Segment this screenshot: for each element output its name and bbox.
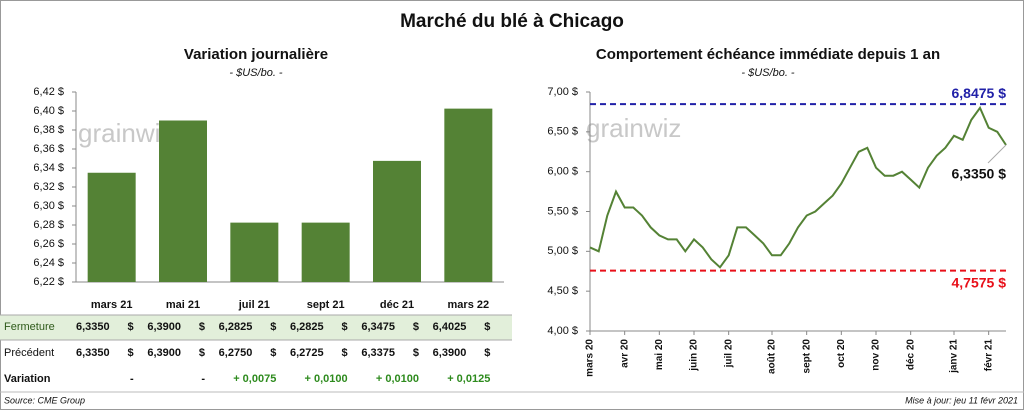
x-tick-label: mai 20 (654, 339, 665, 371)
y-tick-label: 5,50 $ (547, 205, 578, 217)
table-cell: 6,3900 (147, 321, 181, 333)
y-tick-label: 6,50 $ (547, 126, 578, 138)
table-unit: $ (342, 347, 348, 359)
table-unit: $ (484, 321, 490, 333)
x-tick-label: mars 20 (585, 339, 596, 377)
x-tick-label: sept 20 (801, 339, 812, 374)
table-cell: 6,3350 (76, 347, 110, 359)
x-tick-label: juin 20 (689, 339, 700, 372)
y-tick-label: 6,26 $ (33, 238, 64, 250)
chart-subtitle: - $US/bo. - (741, 67, 795, 79)
chart-title: Variation journalière (184, 46, 328, 63)
annotation-label: 6,3350 $ (952, 166, 1007, 182)
annotation-leader (987, 144, 1007, 164)
x-tick-label: oct 20 (836, 339, 847, 368)
x-tick-label: mars 21 (91, 299, 133, 311)
y-tick-label: 5,00 $ (547, 245, 578, 257)
table-unit: $ (270, 347, 276, 359)
x-tick-label: janv 21 (949, 339, 960, 374)
page-title: Marché du blé à Chicago (400, 11, 624, 32)
y-tick-label: 6,40 $ (33, 105, 64, 117)
table-cell: 6,4025 (433, 321, 467, 333)
reference-label: 4,7575 $ (952, 274, 1007, 290)
y-tick-label: 6,30 $ (33, 200, 64, 212)
y-tick-label: 6,36 $ (33, 143, 64, 155)
table-unit: $ (128, 347, 134, 359)
table-unit: $ (342, 321, 348, 333)
x-tick-label: mars 22 (448, 299, 490, 311)
x-tick-label: nov 20 (871, 339, 882, 371)
x-tick-label: févr 21 (983, 339, 994, 372)
x-tick-label: juil 21 (238, 299, 270, 311)
y-tick-label: 7,00 $ (547, 86, 578, 98)
y-tick-label: 4,00 $ (547, 325, 578, 337)
table-cell: 6,2750 (219, 347, 253, 359)
updated: Mise à jour: jeu 11 févr 2021 (905, 395, 1018, 405)
y-tick-label: 6,28 $ (33, 219, 64, 231)
logo-watermark: grainwiz (586, 113, 681, 143)
logo-watermark: grainwiz (78, 118, 173, 148)
table-cell: - (201, 373, 205, 385)
y-tick-label: 6,32 $ (33, 181, 64, 193)
table-cell: + 0,0125 (447, 373, 490, 385)
chart-subtitle: - $US/bo. - (229, 67, 283, 79)
table-unit: $ (484, 347, 490, 359)
y-tick-label: 6,34 $ (33, 162, 64, 174)
table-cell: 6,3900 (147, 347, 181, 359)
row-label: Variation (4, 373, 51, 385)
y-tick-label: 6,22 $ (33, 276, 64, 288)
bar (373, 160, 421, 282)
table-unit: $ (270, 321, 276, 333)
table-unit: $ (199, 347, 205, 359)
x-tick-label: juil 20 (723, 339, 734, 369)
y-tick-label: 6,42 $ (33, 86, 64, 98)
y-tick-label: 6,38 $ (33, 124, 64, 136)
x-tick-label: sept 21 (307, 299, 345, 311)
table-cell: + 0,0100 (376, 373, 419, 385)
table-cell: 6,2725 (290, 347, 324, 359)
table-unit: $ (413, 321, 419, 333)
table-cell: 6,3350 (76, 321, 110, 333)
table-cell: + 0,0100 (305, 373, 348, 385)
price-line (589, 105, 1007, 269)
highlight-row (0, 315, 512, 340)
x-tick-label: mai 21 (166, 299, 200, 311)
row-label: Précédent (4, 347, 54, 359)
bar (159, 120, 207, 282)
bar (301, 222, 350, 282)
reference-label: 6,8475 $ (952, 85, 1007, 101)
bar (87, 172, 136, 282)
table-cell: - (130, 373, 134, 385)
table-cell: 6,2825 (290, 321, 324, 333)
bar (230, 222, 279, 282)
table-cell: 6,2825 (219, 321, 253, 333)
table-unit: $ (128, 321, 134, 333)
source: Source: CME Group (4, 395, 85, 405)
x-tick-label: avr 20 (619, 339, 630, 368)
row-label: Fermeture (4, 321, 55, 333)
y-tick-label: 4,50 $ (547, 285, 578, 297)
table-cell: + 0,0075 (233, 373, 276, 385)
x-tick-label: août 20 (767, 339, 778, 374)
y-tick-label: 6,24 $ (33, 257, 64, 269)
bar (444, 108, 493, 282)
table-cell: 6,3375 (361, 347, 395, 359)
table-cell: 6,3900 (433, 347, 467, 359)
y-tick-label: 6,00 $ (547, 166, 578, 178)
table-unit: $ (413, 347, 419, 359)
x-tick-label: déc 21 (380, 299, 414, 311)
table-unit: $ (199, 321, 205, 333)
chart-title: Comportement échéance immédiate depuis 1… (596, 46, 940, 63)
table-cell: 6,3475 (361, 321, 395, 333)
x-tick-label: déc 20 (905, 339, 916, 371)
